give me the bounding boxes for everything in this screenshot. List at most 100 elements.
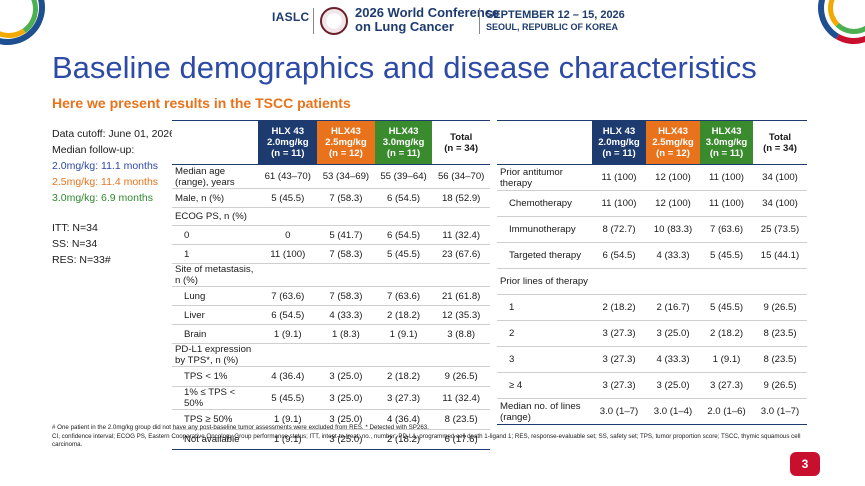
followup-label: Median follow-up: [52,144,135,156]
cell-value: 56 (34–70) [432,164,490,189]
row-label: Brain [172,324,259,344]
followup-dose-3: 3.0mg/kg: 6.9 months [52,192,153,204]
cell-value: 4 (33.3) [317,305,375,325]
cell-value: 1 (9.1) [258,409,318,430]
cell-value: 9 (26.5) [432,366,490,387]
cell-value: 6 (54.5) [258,305,318,325]
cell-value: 3.0 (1–7) [592,398,646,425]
conference-name-line1: 2026 World Conference [355,5,500,20]
cell-value: 7 (63.6) [700,216,753,243]
cell-value: 3 (27.3) [592,320,646,347]
table-row: Liver 6 (54.5) 4 (33.3) 2 (18.2) 12 (35.3) [172,305,490,325]
cell-value: 12 (100) [646,164,700,191]
cell-value: 8 (23.5) [753,346,807,373]
cell-value: 8 (23.5) [753,320,807,347]
table-row: 1 11 (100) 7 (58.3) 5 (45.5) 23 (67.6) [172,244,490,264]
page-number: 3 [790,452,820,476]
cell-value: 6 (54.5) [592,242,646,269]
row-label: 2 [497,320,592,347]
cell-value: 2 (18.2) [374,429,433,450]
cell-value: 2 (18.2) [592,294,646,321]
table-row: Median age (range), years 61 (43–70) 53 (3… [172,164,490,189]
cell-value: 3 (25.0) [317,409,375,430]
cell-value: 7 (58.3) [317,286,375,306]
cell-value: 3.0 (1–7) [753,398,807,425]
cell-value: 3 (25.0) [646,372,700,399]
row-label: 1 [172,244,259,264]
cell-value: 5 (45.5) [258,386,318,410]
table-row: Chemotherapy 11 (100) 12 (100) 11 (100) 34 (… [497,190,807,217]
cell-value: 11 (100) [592,164,646,191]
cell-value [317,207,375,226]
slide-title: Baseline demographics and disease charac… [52,50,757,85]
row-label: Male, n (%) [172,188,259,208]
logo-divider [313,8,314,34]
seoul-seal-icon [320,7,348,35]
cell-value: 5 (41.7) [317,225,375,245]
cell-value: 2.0 (1–6) [700,398,753,425]
cell-value: 25 (73.5) [753,216,807,243]
table-row: PD-L1 expression by TPS*, n (%) [172,343,490,367]
table-row: Site of metastasis, n (%) [172,263,490,287]
cell-value: 8 (72.7) [592,216,646,243]
row-label: PD-L1 expression by TPS*, n (%) [172,343,259,367]
table-row: TPS ≥ 50% 1 (9.1) 3 (25.0) 4 (36.4) 8 (23.5) [172,409,490,430]
row-label: Not available [172,429,259,450]
row-label: Median age (range), years [172,164,259,189]
col-header-total: Total (n = 34) [753,120,807,165]
cell-value: 9 (26.5) [753,372,807,399]
cell-value [432,207,490,226]
row-label: 3 [497,346,592,373]
row-label: Prior lines of therapy [497,268,592,295]
cell-value: 3 (25.0) [317,386,375,410]
cell-value: 2 (16.7) [646,294,700,321]
cell-value: 9 (26.5) [753,294,807,321]
cell-value: 11 (100) [592,190,646,217]
table-row: Prior lines of therapy [497,268,807,295]
row-label: Site of metastasis, n (%) [172,263,259,287]
table-row: Male, n (%) 5 (45.5) 7 (58.3) 6 (54.5) 18 (5… [172,188,490,208]
row-label: ≥ 4 [497,372,592,399]
table-row: Brain 1 (9.1) 1 (8.3) 1 (9.1) 3 (8.8) [172,324,490,344]
cell-value: 12 (35.3) [432,305,490,325]
cell-value: 11 (32.4) [432,386,490,410]
cell-value: 3 (27.3) [592,346,646,373]
table-row: Immunotherapy 8 (72.7) 10 (83.3) 7 (63.6) 25… [497,216,807,243]
cell-value [258,207,318,226]
cell-value: 12 (100) [646,190,700,217]
cell-value: 4 (33.3) [646,242,700,269]
demographics-table: HLX 43 2.0mg/kg (n = 11) HLX43 2.5mg/kg (n =… [172,120,490,450]
conference-name: 2026 World Conference on Lung Cancer [355,6,499,34]
table-row: Lung 7 (63.6) 7 (58.3) 7 (63.6) 21 (61.8) [172,286,490,306]
row-label: 1% ≤ TPS < 50% [172,386,259,410]
cell-value [432,263,490,287]
cell-value: 11 (100) [258,244,318,264]
ss-count: SS: N=34 [52,238,98,250]
cell-value: 55 (39–64) [374,164,433,189]
cell-value: 1 (9.1) [374,324,433,344]
row-label: Targeted therapy [497,242,592,269]
cell-value: 11 (100) [700,190,753,217]
cell-value: 3 (27.3) [592,372,646,399]
cell-value [258,343,318,367]
row-label: Median no. of lines (range) [497,398,592,425]
slide-subtitle: Here we present results in the TSCC pati… [52,95,351,111]
cell-value: 1 (9.1) [700,346,753,373]
cell-value: 10 (83.3) [646,216,700,243]
decorative-arc-right-inner [828,0,865,34]
conference-name-line2: on Lung Cancer [355,19,454,34]
cell-value: 3 (25.0) [646,320,700,347]
cell-value: 1 (9.1) [258,429,318,450]
footnote-1: # One patient in the 2.0mg/kg group did … [52,424,429,431]
label-column-header [172,120,259,165]
row-label: Chemotherapy [497,190,592,217]
cell-value: 3 (25.0) [317,366,375,387]
cell-value [753,268,807,295]
cell-value [374,207,433,226]
cell-value: 2 (18.2) [374,305,433,325]
footnote-2: CI, confidence interval; ECOG PS, Easter… [52,432,801,449]
row-label: Liver [172,305,259,325]
